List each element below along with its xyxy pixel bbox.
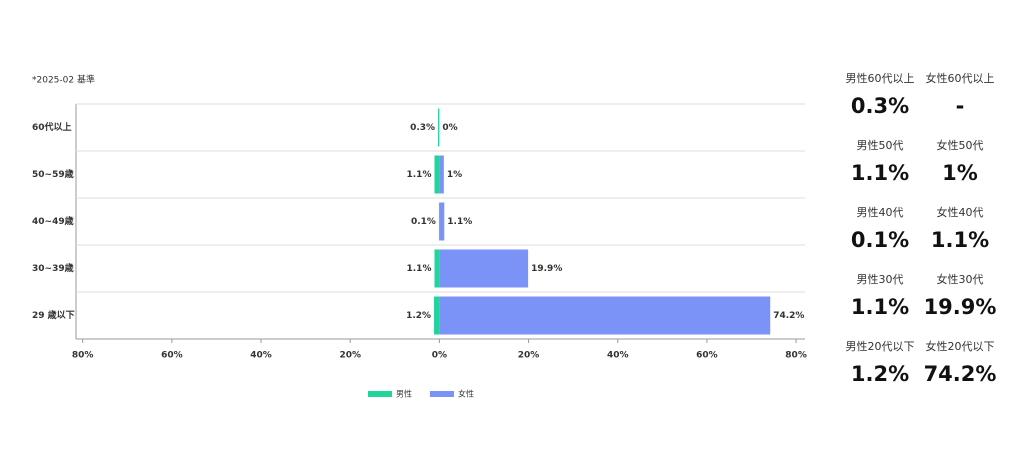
bar <box>439 296 771 335</box>
x-tick-label: 60% <box>161 351 183 361</box>
y-tick-label: 30~39歳 <box>32 262 74 274</box>
x-tick-label: 20% <box>518 351 540 361</box>
y-tick-label: 50~59歳 <box>32 168 74 180</box>
value-label: 1.1% <box>447 217 472 227</box>
stat-value: 0.1% <box>850 228 910 252</box>
stat-label: 女性40代 <box>936 206 984 219</box>
x-tick-label: 60% <box>696 351 718 361</box>
x-tick-label: 40% <box>607 351 629 361</box>
stat-label: 女性50代 <box>936 139 984 152</box>
stat-value: 1.1% <box>930 228 990 252</box>
stat-value: 1.2% <box>850 362 910 386</box>
bar <box>439 155 444 194</box>
x-tick-label: 0% <box>432 351 447 361</box>
value-label: 1.1% <box>407 170 432 180</box>
y-tick-label: 60代以上 <box>32 121 72 133</box>
stat-label: 女性30代 <box>936 273 984 286</box>
stat-value: 0.3% <box>850 94 910 118</box>
stat-value: 1% <box>942 161 978 185</box>
x-tick-label: 40% <box>250 351 272 361</box>
bar <box>434 155 440 194</box>
stat-label: 男性30代 <box>856 273 904 286</box>
stat-label: 男性20代以下 <box>845 340 915 353</box>
stat-value: 74.2% <box>923 362 997 386</box>
value-label: 19.9% <box>531 264 562 274</box>
stat-value: 1.1% <box>850 295 910 319</box>
x-tick-label: 80% <box>72 351 94 361</box>
stat-label: 女性20代以下 <box>925 340 995 353</box>
value-label: 1.2% <box>406 311 431 321</box>
stat-label: 男性50代 <box>856 139 904 152</box>
stat-label: 女性60代以上 <box>925 72 995 85</box>
value-label: 1% <box>447 170 462 180</box>
bar <box>439 202 445 241</box>
value-label: 74.2% <box>773 311 804 321</box>
legend-swatch <box>430 391 454 397</box>
chart-note: *2025-02 基準 <box>32 74 95 86</box>
value-label: 1.1% <box>407 264 432 274</box>
bar <box>434 249 440 288</box>
value-label: 0% <box>442 123 457 133</box>
legend-label: 男性 <box>396 389 412 399</box>
stat-value: 1.1% <box>850 161 910 185</box>
stat-value: 19.9% <box>923 295 997 319</box>
y-tick-label: 40~49歳 <box>32 215 74 227</box>
x-tick-label: 20% <box>339 351 361 361</box>
chart: *2025-02 基準 60代以上 0.3% 0% 50~59歳 1.1% 1% 40~49… <box>32 74 807 399</box>
value-label: 0.1% <box>411 217 436 227</box>
bar <box>439 249 529 288</box>
bar <box>434 296 440 335</box>
x-tick-label: 80% <box>785 351 807 361</box>
stat-label: 男性60代以上 <box>845 72 915 85</box>
y-tick-label: 29 歳以下 <box>32 309 75 321</box>
stat-label: 男性40代 <box>856 206 904 219</box>
legend-label: 女性 <box>458 389 474 399</box>
value-label: 0.3% <box>410 123 435 133</box>
stat-value: - <box>955 94 965 118</box>
legend-swatch <box>368 391 392 397</box>
bar <box>438 108 440 147</box>
